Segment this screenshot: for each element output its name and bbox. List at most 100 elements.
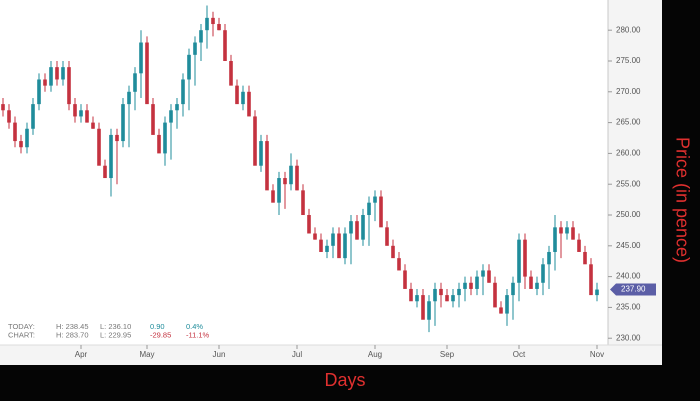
candle-body (277, 178, 281, 203)
candle-body (97, 128, 101, 166)
candle-body (103, 165, 107, 179)
candle-body (205, 17, 209, 31)
candle-body (571, 227, 575, 240)
candle-body (355, 221, 359, 240)
candle-body (31, 104, 35, 129)
candle-body (433, 288, 437, 302)
candle-body (169, 110, 173, 123)
candle-body (85, 110, 89, 123)
plot-area (0, 0, 608, 345)
candle-body (463, 282, 467, 289)
candle-body (361, 215, 365, 240)
candle-body (313, 233, 317, 240)
candle-body (385, 227, 389, 246)
y-axis-title: Price (in pence) (672, 137, 692, 263)
info-text: 0.4% (186, 322, 203, 331)
x-tick-label: Oct (513, 350, 526, 359)
x-axis-title: Days (324, 370, 365, 390)
candle-body (487, 270, 491, 283)
candle-body (457, 288, 461, 296)
candle-body (115, 134, 119, 142)
candle-body (307, 215, 311, 234)
info-text: 0.90 (150, 322, 165, 331)
candle-body (37, 79, 41, 105)
candle-body (553, 227, 557, 252)
candle-body (511, 282, 515, 296)
candle-body (49, 67, 53, 86)
candle-body (565, 227, 569, 234)
y-tick-label: 245.00 (616, 241, 641, 250)
x-tick-label: Jul (292, 350, 302, 359)
candle-body (67, 67, 71, 105)
info-text: L: 236.10 (100, 322, 131, 331)
candle-body (121, 104, 125, 142)
candle-body (493, 282, 497, 308)
info-text: H: 283.70 (56, 330, 89, 339)
y-tick-label: 235.00 (616, 303, 641, 312)
candle-body (337, 233, 341, 259)
candle-body (259, 141, 263, 166)
candle-body (211, 17, 215, 25)
y-tick-label: 250.00 (616, 210, 641, 219)
candle-body (301, 190, 305, 216)
candle-body (523, 239, 527, 277)
candle-body (505, 295, 509, 314)
last-price-marker (610, 283, 656, 296)
x-tick-label: Aug (368, 350, 382, 359)
candle-body (529, 276, 533, 289)
candle-body (295, 165, 299, 191)
candle-body (1, 104, 5, 111)
candle-body (379, 196, 383, 228)
x-tick-label: Nov (590, 350, 604, 359)
candle-body (349, 221, 353, 234)
candle-body (181, 79, 185, 105)
candle-body (271, 190, 275, 203)
candle-body (427, 301, 431, 320)
candle-body (127, 91, 131, 105)
candle-body (559, 227, 563, 234)
candle-body (193, 42, 197, 55)
candle-body (577, 239, 581, 252)
candle-body (331, 233, 335, 246)
info-text: H: 238.45 (56, 322, 89, 331)
candle-body (133, 73, 137, 92)
y-tick-label: 280.00 (616, 25, 641, 34)
candle-body (73, 104, 77, 117)
candle-body (235, 85, 239, 105)
candle-body (589, 264, 593, 296)
y-tick-label: 260.00 (616, 149, 641, 158)
candle-body (91, 122, 95, 129)
candle-body (283, 178, 287, 185)
candle-body (253, 116, 257, 166)
candle-body (517, 239, 521, 283)
candle-body (7, 110, 11, 123)
candle-body (151, 104, 155, 135)
candle-body (145, 42, 149, 105)
candle-body (325, 245, 329, 252)
x-tick-label: Sep (440, 350, 455, 359)
candle-body (343, 233, 347, 259)
candle-body (439, 288, 443, 296)
candle-body (157, 134, 161, 154)
candle-body (229, 60, 233, 86)
candle-body (19, 141, 23, 148)
candle-body (475, 276, 479, 289)
x-tick-label: May (139, 350, 154, 359)
candle-body (367, 202, 371, 216)
candle-body (163, 122, 167, 154)
candle-body (241, 91, 245, 105)
candle-body (43, 79, 47, 86)
info-text: -29.85 (150, 330, 171, 339)
candle-body (415, 295, 419, 302)
candle-body (61, 67, 65, 80)
candle-body (499, 307, 503, 314)
candle-body (109, 134, 113, 179)
candle-body (583, 251, 587, 265)
y-tick-label: 255.00 (616, 179, 641, 188)
info-text: L: 229.95 (100, 330, 131, 339)
candle-body (595, 289, 599, 296)
candle-body (25, 128, 29, 148)
candle-body (289, 165, 293, 185)
candle-body (199, 30, 203, 43)
candle-body (481, 270, 485, 277)
